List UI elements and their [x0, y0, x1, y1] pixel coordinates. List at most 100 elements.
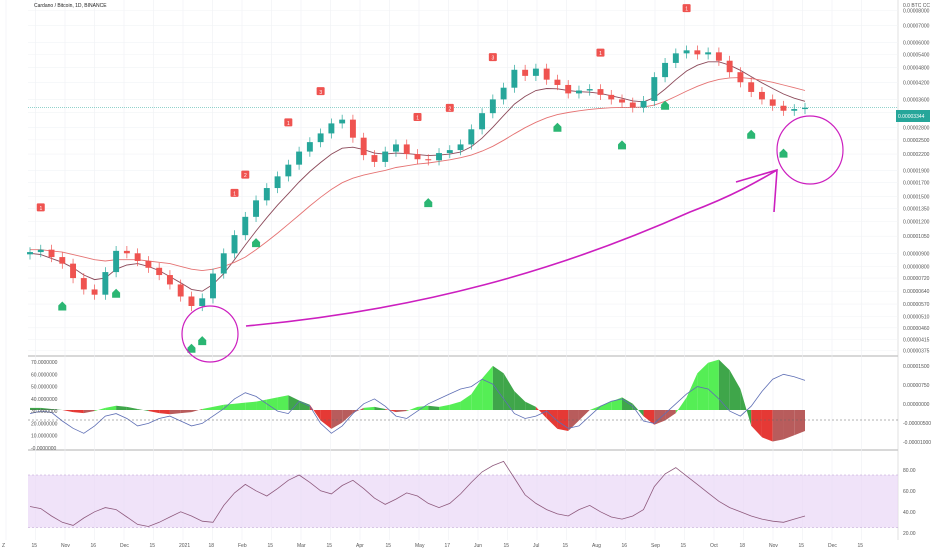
candle-body: [242, 216, 249, 236]
candle-body: [500, 87, 507, 100]
candle-body: [683, 50, 690, 54]
osc-histogram-segment: [492, 365, 504, 410]
rsi-line: [29, 460, 806, 527]
candle-body: [425, 159, 432, 161]
time-tick-label: 15: [681, 543, 687, 549]
rsi-axis: 20.00 40.00 60.00 80.00: [903, 468, 916, 537]
osc-histogram-segment: [180, 410, 192, 414]
osc-histogram-segment: [471, 378, 483, 410]
time-tick-label: 15: [150, 543, 156, 549]
time-tick-label: 16: [91, 543, 97, 549]
osc-histogram-segment: [212, 404, 224, 410]
osc-histogram-segment: [535, 406, 547, 419]
rsi-panel: [28, 460, 898, 528]
osc-histogram-segment: [385, 408, 396, 413]
price-tick-label: 0.00001700: [903, 181, 930, 187]
price-tick-label: 0.00007000: [903, 24, 930, 30]
candle-body: [188, 296, 195, 306]
candle-body: [37, 249, 44, 253]
time-tick-label: Dec: [828, 543, 837, 549]
candle-body: [705, 52, 712, 55]
time-tick-label: 15: [858, 543, 864, 549]
buy-signal-marker: [198, 336, 207, 346]
candle-body: [296, 151, 303, 165]
time-tick-label: Aug: [592, 543, 601, 549]
candle-body: [382, 151, 389, 162]
price-tick-label: 0.00004800: [903, 65, 930, 71]
sell-signal-label: 1: [233, 191, 236, 197]
osc-histogram-segment: [740, 389, 752, 426]
osc-histogram-segment: [686, 373, 698, 410]
rsi-band: [28, 475, 898, 528]
osc-histogram-segment: [783, 410, 795, 440]
time-axis[interactable]: Z 15 Nov 16 Dec 15 2021 18 Feb 15 Mar 15 Apr 15 May 17 J…: [2, 543, 863, 549]
osc-histogram-segment: [105, 405, 117, 410]
price-tick-label: 0.00001350: [903, 206, 930, 212]
candle-body: [199, 298, 206, 306]
time-tick-label: 15: [32, 543, 38, 549]
time-tick-label: 15: [563, 543, 569, 549]
osc-left-tick-label: 70.0000000: [31, 360, 58, 366]
osc-histogram-segment: [525, 401, 536, 410]
candle-body: [70, 263, 77, 279]
osc-histogram-segment: [643, 410, 655, 425]
sell-signal-marker: [316, 87, 325, 96]
candle-body: [306, 142, 313, 152]
candle-body: [113, 250, 120, 273]
price-tick-label: 0.00001200: [903, 219, 930, 225]
buy-signal-marker: [553, 122, 562, 132]
candle-body: [748, 82, 755, 92]
osc-histogram-segment: [557, 410, 569, 431]
candle-body: [263, 188, 270, 201]
candle-body: [102, 272, 109, 295]
price-tick-label: 0.00003600: [903, 97, 930, 103]
osc-histogram-segment: [514, 391, 526, 410]
osc-histogram-segment: [116, 405, 127, 410]
osc-histogram-segment: [751, 410, 762, 438]
osc-histogram-segment: [202, 406, 213, 410]
osc-histogram-segment: [40, 407, 52, 410]
candle-body: [274, 176, 281, 189]
time-tick-label: 15: [327, 543, 333, 549]
candle-body: [285, 164, 292, 177]
osc-histogram-segment: [137, 408, 149, 412]
osc-left-tick-label: 40.0000000: [31, 397, 58, 403]
price-tick-label: 0.00001500: [903, 195, 930, 201]
osc-histogram-segment: [73, 410, 84, 414]
time-tick-label: 18: [740, 543, 746, 549]
candle-body: [565, 84, 572, 94]
sell-signal-label: 1: [685, 7, 688, 13]
price-tick-label: 0.00008000: [903, 9, 930, 15]
osc-histogram-segment: [320, 410, 332, 429]
osc-histogram-segment: [611, 397, 623, 410]
candle-body: [436, 153, 442, 161]
buy-signal-marker: [112, 288, 121, 298]
osc-histogram-segment: [449, 401, 461, 410]
price-tick-label: 0.00002800: [903, 125, 930, 131]
buy-signal-marker: [779, 148, 788, 158]
candle-body: [769, 99, 776, 106]
osc-right-tick-label: 0.00000750: [903, 383, 930, 389]
candle-body: [543, 68, 550, 80]
osc-histogram-segment: [632, 403, 644, 417]
candle-body: [780, 105, 787, 111]
candle-body: [532, 68, 539, 76]
sell-signal-marker: [284, 118, 293, 127]
price-axis[interactable]: 0.00000375 0.00000415 0.00000460 0.00000510…: [903, 9, 930, 355]
candle-body: [59, 257, 66, 264]
osc-left-tick-label: 60.0000000: [31, 372, 58, 378]
candle-body: [651, 77, 658, 101]
price-tick-label: 0.00001900: [903, 168, 930, 174]
price-tick-label: 0.00000800: [903, 264, 930, 270]
time-tick-label: 17: [445, 543, 451, 549]
candle-body: [608, 94, 615, 100]
price-tick-label: 0.00000640: [903, 289, 930, 295]
candle-body: [758, 91, 765, 100]
time-tick-label: Jul: [533, 543, 539, 549]
candle-body: [156, 267, 163, 276]
buy-signal-marker: [424, 198, 433, 208]
osc-histogram-segment: [288, 395, 300, 410]
time-tick-label: Z: [2, 543, 5, 549]
candle-body: [403, 144, 410, 155]
osc-signal-line: [29, 373, 806, 434]
